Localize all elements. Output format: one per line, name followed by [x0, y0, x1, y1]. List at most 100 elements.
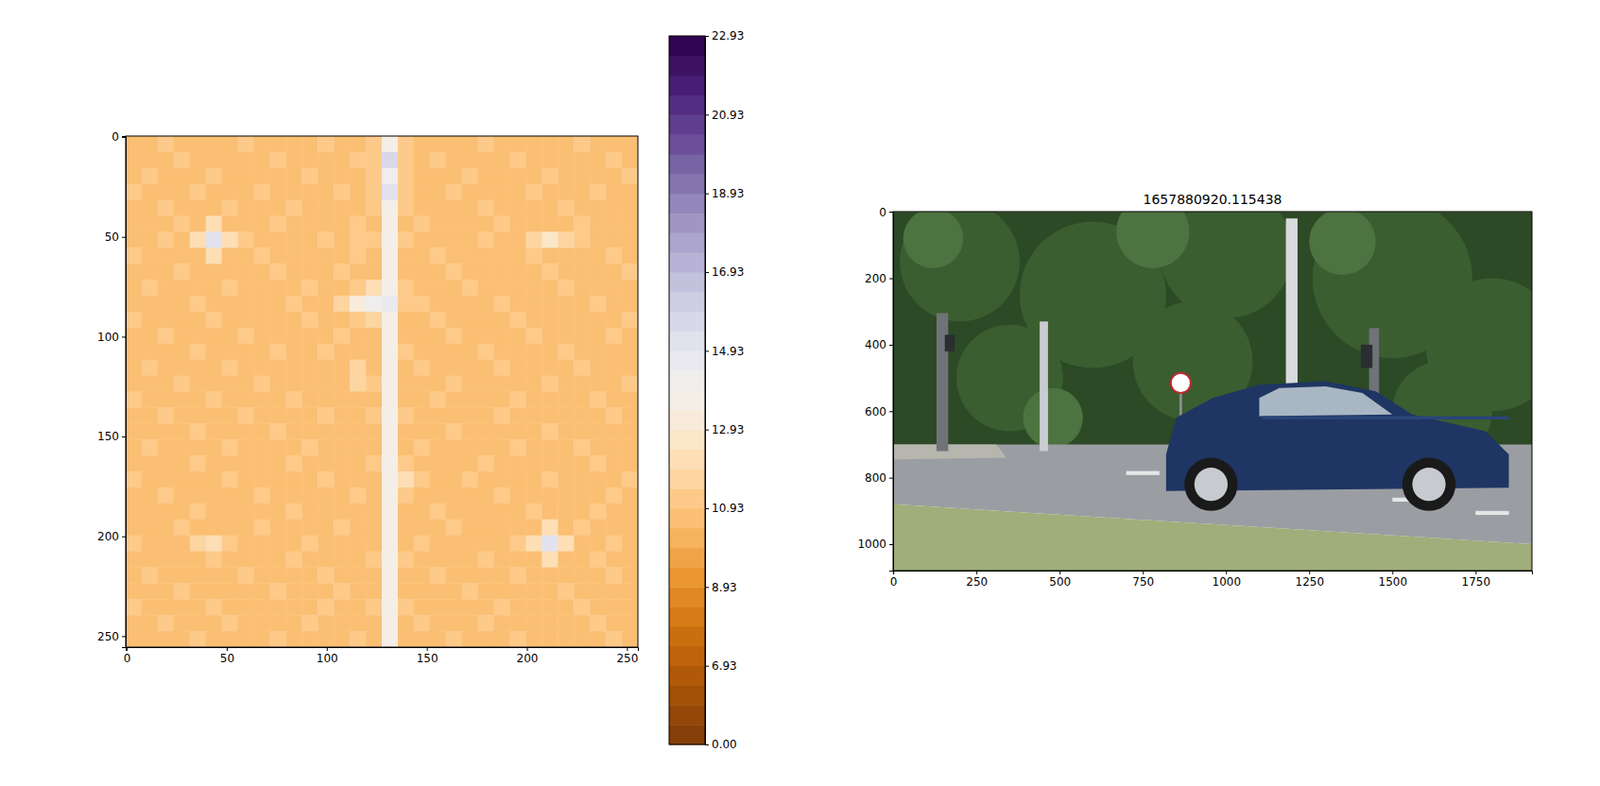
cell — [525, 487, 542, 504]
cell — [557, 295, 574, 312]
cell — [333, 311, 350, 328]
cell — [238, 551, 255, 568]
colorbar-band — [669, 468, 706, 489]
cell — [269, 439, 286, 456]
cell — [365, 615, 382, 632]
cell — [589, 311, 606, 328]
cell — [222, 423, 239, 440]
cell — [365, 263, 382, 280]
cell — [446, 439, 463, 456]
cell — [573, 392, 590, 409]
cell — [206, 471, 223, 488]
cell — [557, 184, 574, 201]
cell — [381, 263, 398, 280]
cell — [189, 263, 207, 280]
cell — [413, 376, 431, 393]
cell — [189, 583, 207, 600]
cell — [605, 407, 622, 424]
cell — [589, 519, 606, 536]
cell — [605, 360, 622, 377]
cell — [510, 216, 527, 233]
cell — [397, 455, 414, 472]
cell — [525, 583, 542, 600]
cell — [349, 184, 366, 201]
cell — [317, 615, 334, 632]
colorbar-band — [669, 292, 706, 312]
cell — [141, 263, 158, 280]
cell — [254, 200, 271, 217]
tick-mark — [889, 278, 894, 280]
cell — [206, 311, 223, 328]
cell — [301, 279, 318, 296]
cell — [446, 471, 463, 488]
cell — [589, 423, 606, 440]
cell — [621, 263, 638, 280]
cell — [365, 295, 382, 312]
cell — [301, 455, 318, 472]
cell — [254, 152, 271, 169]
cell — [478, 168, 495, 185]
cell — [381, 360, 398, 377]
cell — [206, 455, 223, 472]
colorbar-band — [669, 724, 706, 745]
cell — [125, 615, 142, 632]
cell — [589, 376, 606, 393]
cell — [301, 407, 318, 424]
cell — [589, 535, 606, 552]
cell — [269, 455, 286, 472]
cell — [478, 392, 495, 409]
cell — [397, 487, 414, 504]
cell — [349, 168, 366, 185]
colorbar-band — [669, 370, 706, 391]
cell — [589, 407, 606, 424]
cell — [621, 184, 638, 201]
cell — [462, 152, 479, 169]
cell — [494, 503, 511, 520]
cell — [285, 519, 302, 536]
cell — [589, 455, 606, 472]
cell — [397, 360, 414, 377]
cell — [510, 487, 527, 504]
cell — [365, 535, 382, 552]
cell — [494, 392, 511, 409]
cell — [317, 392, 334, 409]
cell — [541, 439, 558, 456]
cell — [157, 599, 174, 616]
cell — [301, 535, 318, 552]
cell — [349, 263, 366, 280]
cell — [621, 407, 638, 424]
cell — [333, 583, 350, 600]
tick-label: 200 — [516, 652, 539, 666]
cell — [494, 360, 511, 377]
cell — [365, 439, 382, 456]
cell — [397, 263, 414, 280]
cell — [413, 136, 431, 153]
cell — [462, 327, 479, 345]
tick-label: 1000 — [857, 537, 887, 551]
cell — [589, 615, 606, 632]
cell — [494, 631, 511, 648]
cell — [430, 231, 447, 248]
cell — [254, 136, 271, 153]
tick: 250 — [616, 647, 638, 666]
cell — [173, 216, 190, 233]
cell — [206, 599, 223, 616]
cell — [430, 168, 447, 185]
cell — [238, 327, 255, 345]
cell — [446, 519, 463, 536]
cell — [605, 423, 622, 440]
grass — [893, 504, 1532, 571]
cell — [317, 423, 334, 440]
tick: 800 — [864, 471, 894, 485]
cell — [621, 455, 638, 472]
cell — [494, 583, 511, 600]
cell — [621, 439, 638, 456]
cell — [125, 487, 142, 504]
plot-frame — [893, 211, 1532, 571]
cell — [349, 407, 366, 424]
colorbar-band — [669, 311, 706, 332]
cell — [510, 551, 527, 568]
cell — [222, 360, 239, 377]
cell — [494, 599, 511, 616]
cell — [494, 615, 511, 632]
